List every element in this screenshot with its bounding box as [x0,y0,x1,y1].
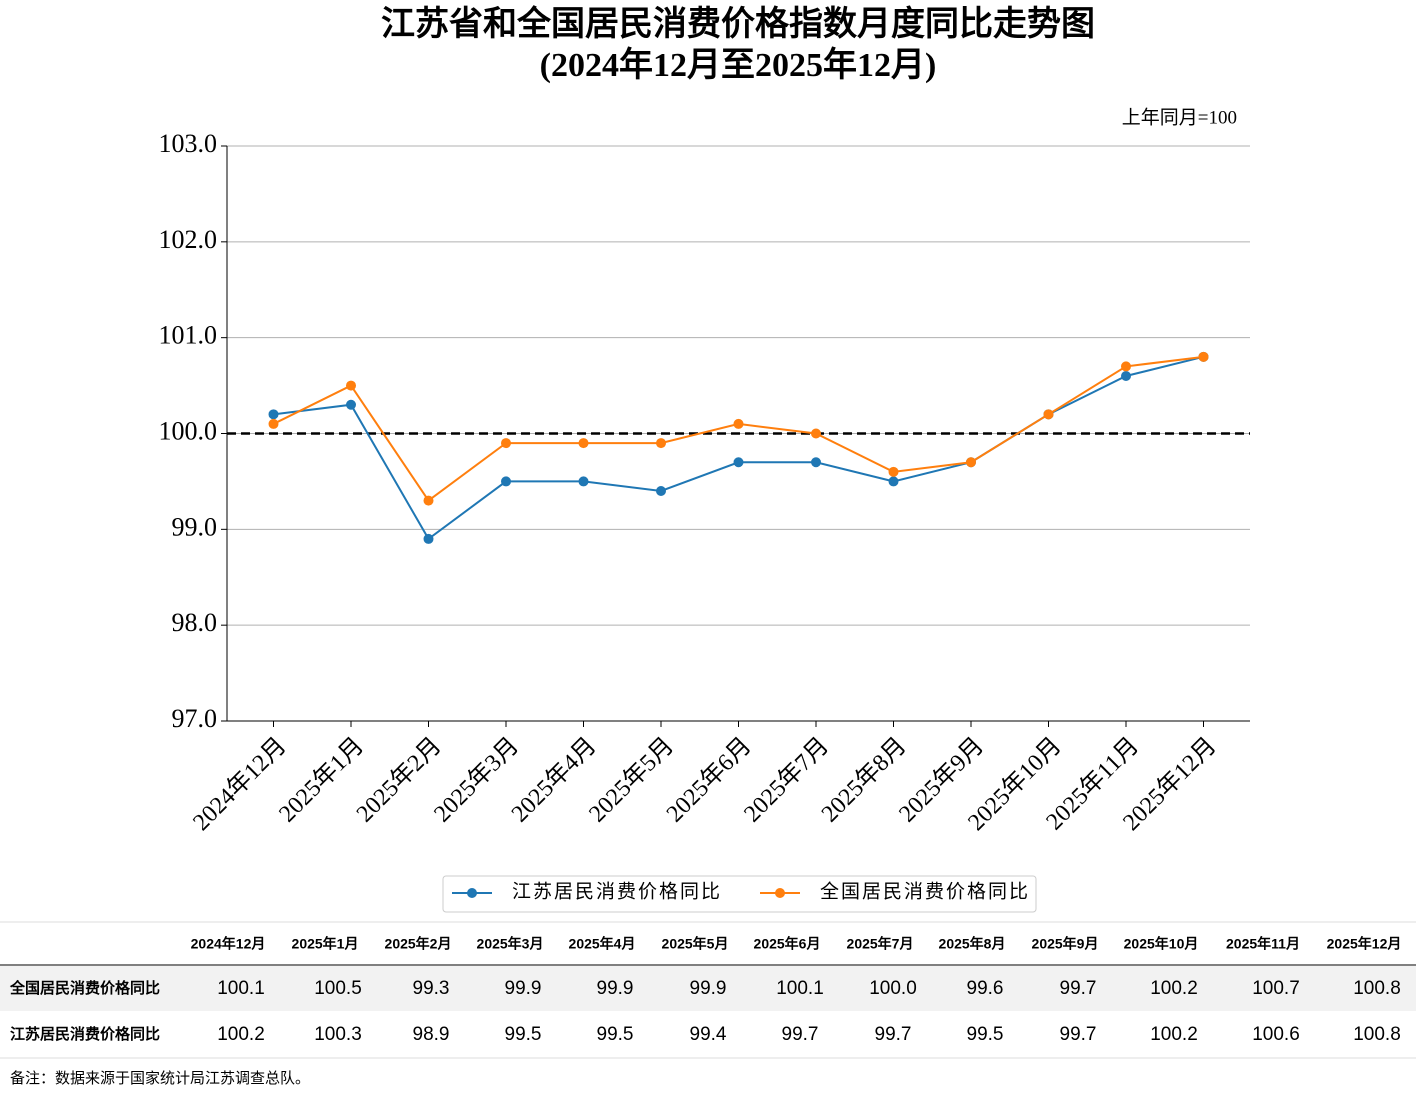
series-line [273,355,1204,541]
point [811,428,821,439]
table-cell: 100.5 [314,978,362,999]
point [578,476,589,487]
point [501,476,511,487]
table-header: 2025年1月 [292,936,359,952]
point [423,533,434,544]
legend-marker [467,888,477,898]
point [1043,409,1054,420]
table-cell: 100.8 [1353,978,1401,999]
table-cell: 99.7 [782,1024,819,1045]
point [888,476,899,487]
y-tick-label: 97.0 [172,704,218,733]
table-cell: 100.7 [1252,978,1300,999]
table-cell: 99.5 [597,1024,634,1045]
point [346,380,356,391]
y-tick-label: 99.0 [172,512,218,541]
point [656,486,666,496]
table-header: 2025年12月 [1327,936,1402,952]
point [268,409,279,420]
table-header: 2025年4月 [569,936,636,952]
table-row-bg [0,966,1416,1011]
unit-note: 上年同月=100 [1122,106,1237,128]
table-cell: 99.5 [967,1024,1004,1045]
table-cell: 99.9 [690,978,727,999]
footnote: 备注：数据来源于国家统计局江苏调查总队。 [10,1070,310,1087]
point [966,457,976,468]
chart-title: 江苏省和全国居民消费价格指数月度同比走势图 [381,4,1095,43]
point [733,418,744,429]
table-cell: 100.2 [217,1024,265,1045]
table-cell: 100.3 [314,1024,362,1045]
table-header: 2025年7月 [847,936,914,952]
point [501,438,511,449]
y-tick-label: 98.0 [172,608,218,637]
table-cell: 100.1 [217,978,265,999]
table-cell: 99.9 [505,978,542,999]
table-cell: 100.6 [1252,1024,1300,1045]
point [423,495,434,506]
point [578,438,589,449]
table-cell: 99.7 [1060,978,1097,999]
point [888,466,899,477]
point [1198,351,1209,362]
table-cell: 99.7 [1060,1024,1097,1045]
point [346,399,356,410]
y-tick-label: 100.0 [159,416,218,445]
table-cell: 100.0 [869,978,917,999]
point [811,457,821,468]
table-header: 2025年5月 [662,936,729,952]
point [1121,361,1131,372]
table-header: 2025年11月 [1226,936,1300,952]
table-cell: 99.6 [967,978,1004,999]
legend-label: 江苏居民消费价格同比 [512,880,722,902]
legend-marker [775,888,785,898]
table-header: 2025年8月 [939,936,1006,952]
table-cell: 98.9 [413,1024,450,1045]
table-cell: 100.8 [1353,1024,1401,1045]
table-header: 2024年12月 [191,936,266,952]
y-tick-label: 101.0 [159,321,218,350]
table-header: 2025年6月 [754,936,821,952]
legend-box [442,875,1037,913]
x-tick-label: 2024年12月 [188,732,292,836]
table-cell: 99.7 [875,1024,912,1045]
table-cell: 99.9 [597,978,634,999]
table-cell: 99.4 [690,1024,727,1045]
chart-subtitle: (2024年12月至2025年12月) [540,46,937,84]
table-header: 2025年3月 [477,936,544,952]
row-label: 江苏居民消费价格同比 [10,1025,160,1043]
legend-label: 全国居民消费价格同比 [820,880,1030,902]
table-header: 2025年10月 [1124,936,1199,952]
table-header: 2025年2月 [385,936,452,952]
table-cell: 100.2 [1150,978,1198,999]
table-cell: 99.5 [505,1024,542,1045]
point [268,418,279,429]
table-header: 2025年9月 [1032,936,1099,952]
point [733,457,744,468]
y-tick-label: 103.0 [159,129,218,158]
point [656,438,666,449]
table-cell: 99.3 [413,978,450,999]
y-tick-label: 102.0 [159,225,218,254]
table-cell: 100.1 [776,978,824,999]
table-cell: 100.2 [1150,1024,1198,1045]
point [1121,371,1131,381]
row-label: 全国居民消费价格同比 [9,979,160,997]
